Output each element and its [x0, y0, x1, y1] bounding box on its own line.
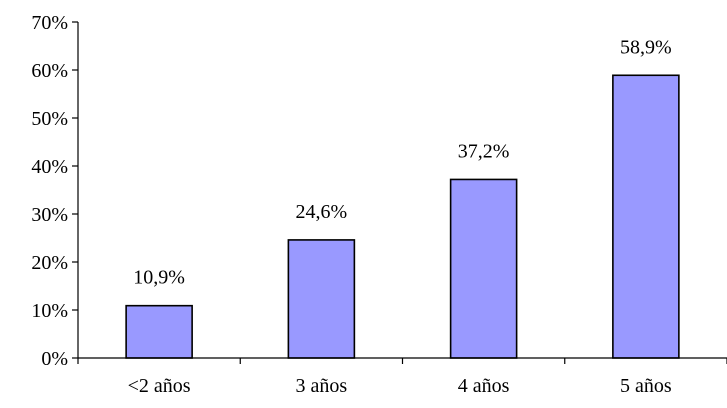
- x-category-label: <2 años: [128, 375, 191, 397]
- bar: [612, 74, 680, 359]
- data-label: 24,6%: [296, 201, 348, 223]
- y-tick-label: 50%: [31, 108, 68, 130]
- y-tick-label: 10%: [31, 300, 68, 322]
- x-category-label: 3 años: [296, 375, 348, 397]
- y-tick-label: 20%: [31, 252, 68, 274]
- y-tick-label: 70%: [31, 12, 68, 34]
- y-axis-ticks: 0% 10% 20% 30% 40% 50% 60% 70%: [31, 12, 78, 370]
- data-label: 37,2%: [458, 140, 510, 162]
- bar: [125, 304, 193, 359]
- bar: [287, 239, 356, 359]
- data-label: 58,9%: [620, 36, 672, 58]
- y-tick-label: 40%: [31, 156, 68, 178]
- y-tick-label: 30%: [31, 204, 68, 226]
- data-label: 10,9%: [133, 267, 185, 289]
- bar: [449, 178, 518, 359]
- y-tick-label: 0%: [41, 348, 68, 370]
- data-labels: 10,9% 24,6% 37,2% 58,9%: [133, 36, 671, 288]
- x-axis-categories: <2 años 3 años 4 años 5 años: [77, 358, 727, 397]
- x-category-label: 5 años: [620, 375, 672, 397]
- bars: [125, 74, 680, 359]
- x-category-label: 4 años: [458, 375, 510, 397]
- y-tick-label: 60%: [31, 60, 68, 82]
